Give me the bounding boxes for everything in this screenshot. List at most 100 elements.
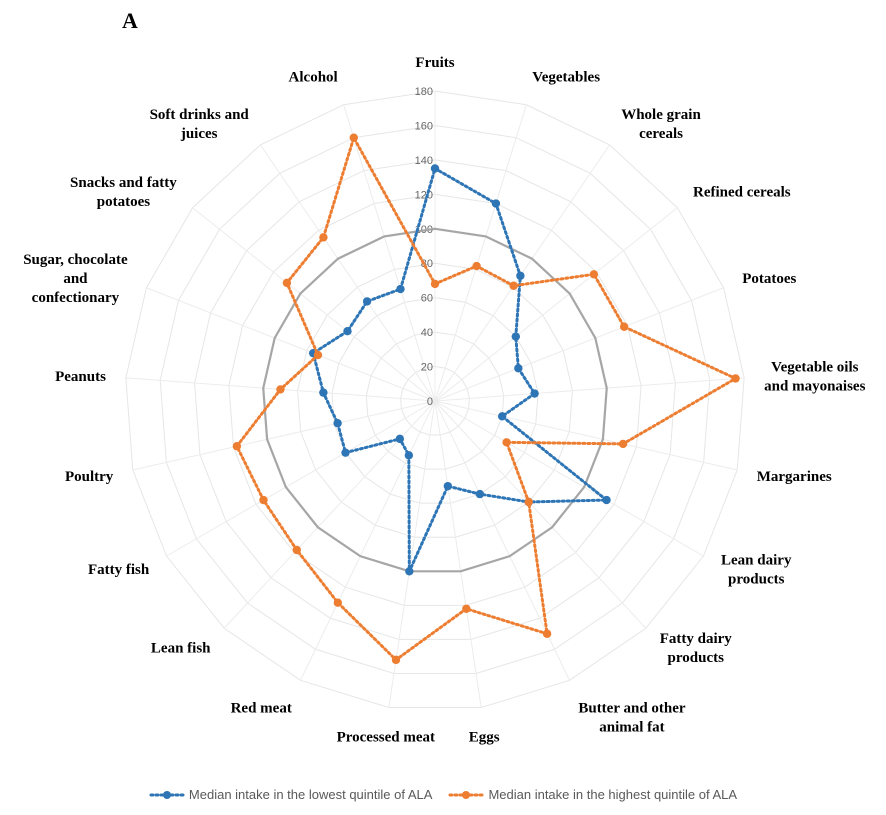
series-point xyxy=(343,327,352,336)
series-point xyxy=(443,481,453,491)
series-point xyxy=(333,419,342,428)
series-point xyxy=(391,655,401,665)
grid-spoke xyxy=(434,287,724,402)
series-point xyxy=(619,322,629,331)
category-label-line: Processed meat xyxy=(337,729,435,745)
category-label-line: and mayonaises xyxy=(764,378,865,394)
category-label-line: Refined cereals xyxy=(693,185,791,201)
series-point xyxy=(511,332,520,341)
grid-spoke xyxy=(166,400,436,557)
grid-spoke xyxy=(132,400,436,471)
grid-spoke xyxy=(434,207,678,402)
category-label-line: Fruits xyxy=(415,55,454,71)
grid-spoke xyxy=(434,400,704,557)
series-point xyxy=(276,385,285,394)
series-point xyxy=(282,278,292,288)
series-point xyxy=(491,199,501,208)
category-labels: Fruits Vegetables Whole grain cereals Refine… xyxy=(23,55,865,745)
panel-label: A xyxy=(122,8,138,33)
category-label: Soft drinks and juices xyxy=(150,107,250,142)
category-label-line: cereals xyxy=(639,126,683,142)
series-point xyxy=(542,629,552,638)
series-point xyxy=(395,434,405,444)
series-1 xyxy=(308,164,611,576)
legend-item-1: Median intake in the lowest quintile of … xyxy=(149,787,433,802)
category-label: Margarines xyxy=(757,469,832,485)
grid-spoke xyxy=(434,400,647,629)
series-line xyxy=(235,133,739,662)
tick-label-160: 160 xyxy=(415,120,433,132)
series-point xyxy=(405,567,414,576)
series-point xyxy=(313,350,323,360)
category-label: Lean fish xyxy=(151,640,211,656)
series-point xyxy=(232,442,242,451)
category-label: Processed meat xyxy=(337,729,435,745)
category-label-line: Butter and other xyxy=(578,700,686,716)
series-point xyxy=(472,261,481,271)
grid-ring-80 xyxy=(297,262,573,538)
legend-label: Median intake in the highest quintile of… xyxy=(488,787,738,802)
category-label-line: Soft drinks and xyxy=(150,107,250,123)
tick-label-60: 60 xyxy=(421,293,433,305)
category-label-line: Margarines xyxy=(757,469,832,485)
category-label: Peanuts xyxy=(55,369,106,385)
grid-spoke xyxy=(434,400,482,708)
legend-item-2: Median intake in the highest quintile of… xyxy=(448,787,737,802)
category-label: Butter and other animal fat xyxy=(578,700,686,735)
grid-spoke xyxy=(300,400,436,681)
category-label-line: animal fat xyxy=(599,719,664,735)
category-label-line: Fatty dairy xyxy=(660,631,733,647)
category-label-line: Fatty fish xyxy=(88,562,150,578)
series-point xyxy=(516,271,525,280)
category-label-line: Vegetable oils xyxy=(771,359,859,375)
series-point xyxy=(396,284,405,294)
category-label: Red meat xyxy=(231,700,292,716)
tick-label-20: 20 xyxy=(421,362,433,374)
category-label: Fruits xyxy=(415,55,454,71)
tick-label-180: 180 xyxy=(415,86,433,98)
grid-ring-180 xyxy=(125,90,745,709)
grid-spoke xyxy=(146,287,436,402)
series-point xyxy=(259,495,268,505)
series-2 xyxy=(232,133,740,665)
category-label-line: Eggs xyxy=(469,729,500,745)
category-label-line: Sugar, chocolate xyxy=(23,252,128,268)
category-label-line: potatoes xyxy=(97,194,150,210)
category-label-line: Alcohol xyxy=(289,70,338,86)
category-label-line: confectionary xyxy=(32,290,120,306)
category-label: Snacks and fatty potatoes xyxy=(70,175,177,210)
grid-ring-20 xyxy=(400,366,470,436)
category-label: Poultry xyxy=(65,469,114,485)
series-point xyxy=(462,604,471,613)
series-point xyxy=(502,438,511,447)
grid-ring-140 xyxy=(194,159,676,640)
category-label: Eggs xyxy=(469,729,500,745)
category-label-line: products xyxy=(668,650,725,666)
series-point xyxy=(731,374,740,383)
grid-ring-40 xyxy=(365,331,505,470)
series-point xyxy=(319,388,328,397)
reference-polygon xyxy=(262,227,608,573)
series-point xyxy=(404,451,414,460)
tick-label-40: 40 xyxy=(421,327,433,339)
grid-spoke xyxy=(192,207,436,402)
category-label-line: juices xyxy=(180,126,218,142)
category-label: Whole grain cereals xyxy=(621,107,701,142)
grid-spoke xyxy=(259,144,436,402)
category-label-line: Whole grain xyxy=(621,107,701,123)
legend-swatch xyxy=(448,790,484,799)
category-label-line: products xyxy=(728,572,785,588)
series-point xyxy=(475,489,485,499)
grid-spoke xyxy=(434,400,738,471)
category-label: Potatoes xyxy=(742,271,796,287)
series-point xyxy=(497,412,507,421)
legend-label: Median intake in the lowest quintile of … xyxy=(188,787,433,802)
category-label: Lean dairy products xyxy=(721,553,792,588)
category-label: Refined cereals xyxy=(693,185,791,201)
category-label: Alcohol xyxy=(289,70,338,86)
series-point xyxy=(618,439,628,449)
series-point xyxy=(430,279,440,289)
series-point xyxy=(509,281,518,290)
